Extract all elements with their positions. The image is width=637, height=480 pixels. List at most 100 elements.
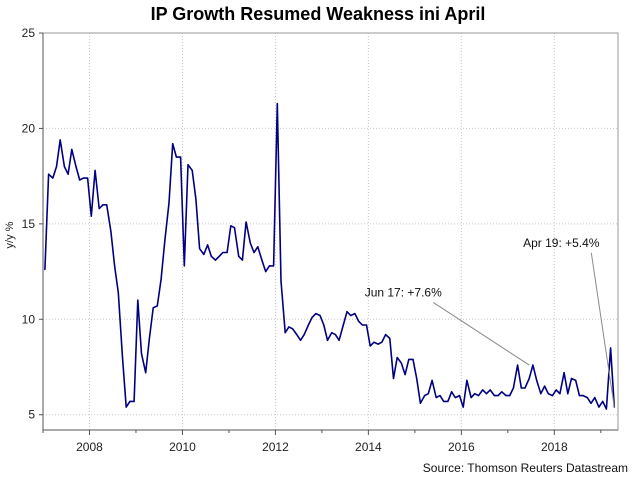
data-point — [249, 242, 251, 244]
data-point — [369, 345, 371, 347]
data-point — [482, 389, 484, 391]
data-point — [261, 259, 263, 261]
data-point — [582, 395, 584, 397]
data-point — [602, 400, 604, 402]
annotation-label: Apr 19: +5.4% — [523, 236, 600, 250]
data-point — [334, 333, 336, 336]
data-point — [555, 389, 557, 391]
data-point — [315, 312, 317, 315]
data-point — [501, 391, 503, 393]
data-point — [489, 389, 491, 391]
data-point — [424, 395, 426, 397]
data-point — [299, 339, 302, 341]
data-point — [137, 299, 139, 301]
data-point — [218, 255, 220, 257]
data-point — [44, 269, 46, 271]
data-point — [427, 393, 429, 395]
x-tick-label: 2016 — [448, 440, 475, 454]
data-point — [79, 179, 81, 181]
data-point — [416, 377, 418, 380]
x-tick-label: 2018 — [541, 440, 568, 454]
annotations: Jun 17: +7.6% Apr 19: +5.4% — [365, 236, 615, 408]
data-point — [392, 377, 395, 380]
data-point — [598, 406, 600, 408]
data-point — [210, 255, 212, 257]
data-point — [82, 177, 85, 179]
data-point — [509, 395, 511, 397]
data-point — [52, 177, 54, 179]
y-tick-label: 10 — [22, 312, 36, 326]
data-point — [373, 341, 375, 343]
data-point — [505, 395, 507, 397]
data-point — [284, 332, 286, 334]
data-point — [578, 395, 581, 397]
data-point — [354, 312, 356, 315]
data-point — [292, 328, 294, 330]
data-point — [543, 385, 546, 387]
source-note: Source: Thomson Reuters Datastream — [423, 461, 628, 475]
data-point — [245, 221, 247, 223]
data-point — [288, 326, 290, 328]
data-point — [323, 324, 325, 326]
data-point — [268, 265, 270, 267]
data-point — [512, 387, 515, 389]
data-point — [377, 343, 379, 345]
data-point — [474, 393, 476, 395]
data-point — [110, 230, 112, 233]
data-point — [536, 379, 538, 381]
data-point — [497, 395, 499, 397]
series-layer — [44, 102, 616, 410]
data-point — [67, 173, 69, 175]
data-point — [241, 259, 244, 261]
data-point — [594, 396, 596, 399]
data-point — [570, 377, 573, 380]
y-tick-label: 15 — [22, 217, 36, 231]
data-point — [389, 337, 391, 339]
data-point — [47, 173, 50, 175]
data-point — [431, 379, 433, 381]
data-point — [296, 333, 298, 336]
data-point — [338, 339, 340, 341]
data-point — [238, 255, 240, 257]
data-point — [361, 324, 363, 326]
data-point — [493, 395, 495, 397]
data-point — [605, 408, 607, 410]
x-tick-label: 2010 — [169, 440, 196, 454]
data-point — [443, 400, 445, 402]
data-point — [214, 259, 217, 261]
data-point — [477, 395, 480, 397]
annotation-leader — [590, 252, 615, 408]
data-point — [175, 156, 178, 158]
data-point — [540, 393, 542, 395]
data-point — [94, 169, 96, 172]
data-point — [59, 139, 61, 141]
annotation-leader — [432, 301, 530, 366]
data-point — [346, 311, 348, 313]
data-point — [195, 198, 197, 200]
data-point — [106, 204, 108, 206]
data-point — [187, 164, 189, 166]
data-point — [485, 393, 488, 395]
data-point — [412, 358, 414, 360]
data-point — [466, 379, 468, 381]
axes — [39, 32, 619, 435]
data-point — [331, 332, 333, 334]
data-point — [272, 265, 275, 267]
data-point — [435, 396, 437, 399]
data-point — [567, 393, 569, 395]
series-line — [44, 102, 616, 410]
data-point — [547, 393, 549, 395]
chart-title: IP Growth Resumed Weakness ini April — [151, 4, 486, 24]
data-point — [230, 225, 232, 227]
data-point — [129, 400, 131, 402]
data-point — [148, 337, 151, 339]
data-point — [516, 364, 519, 366]
data-point — [133, 400, 135, 402]
data-point — [203, 253, 205, 256]
data-point — [172, 143, 174, 145]
data-point — [586, 396, 588, 399]
data-point — [470, 396, 472, 399]
data-point — [551, 395, 554, 397]
data-point — [575, 379, 577, 381]
